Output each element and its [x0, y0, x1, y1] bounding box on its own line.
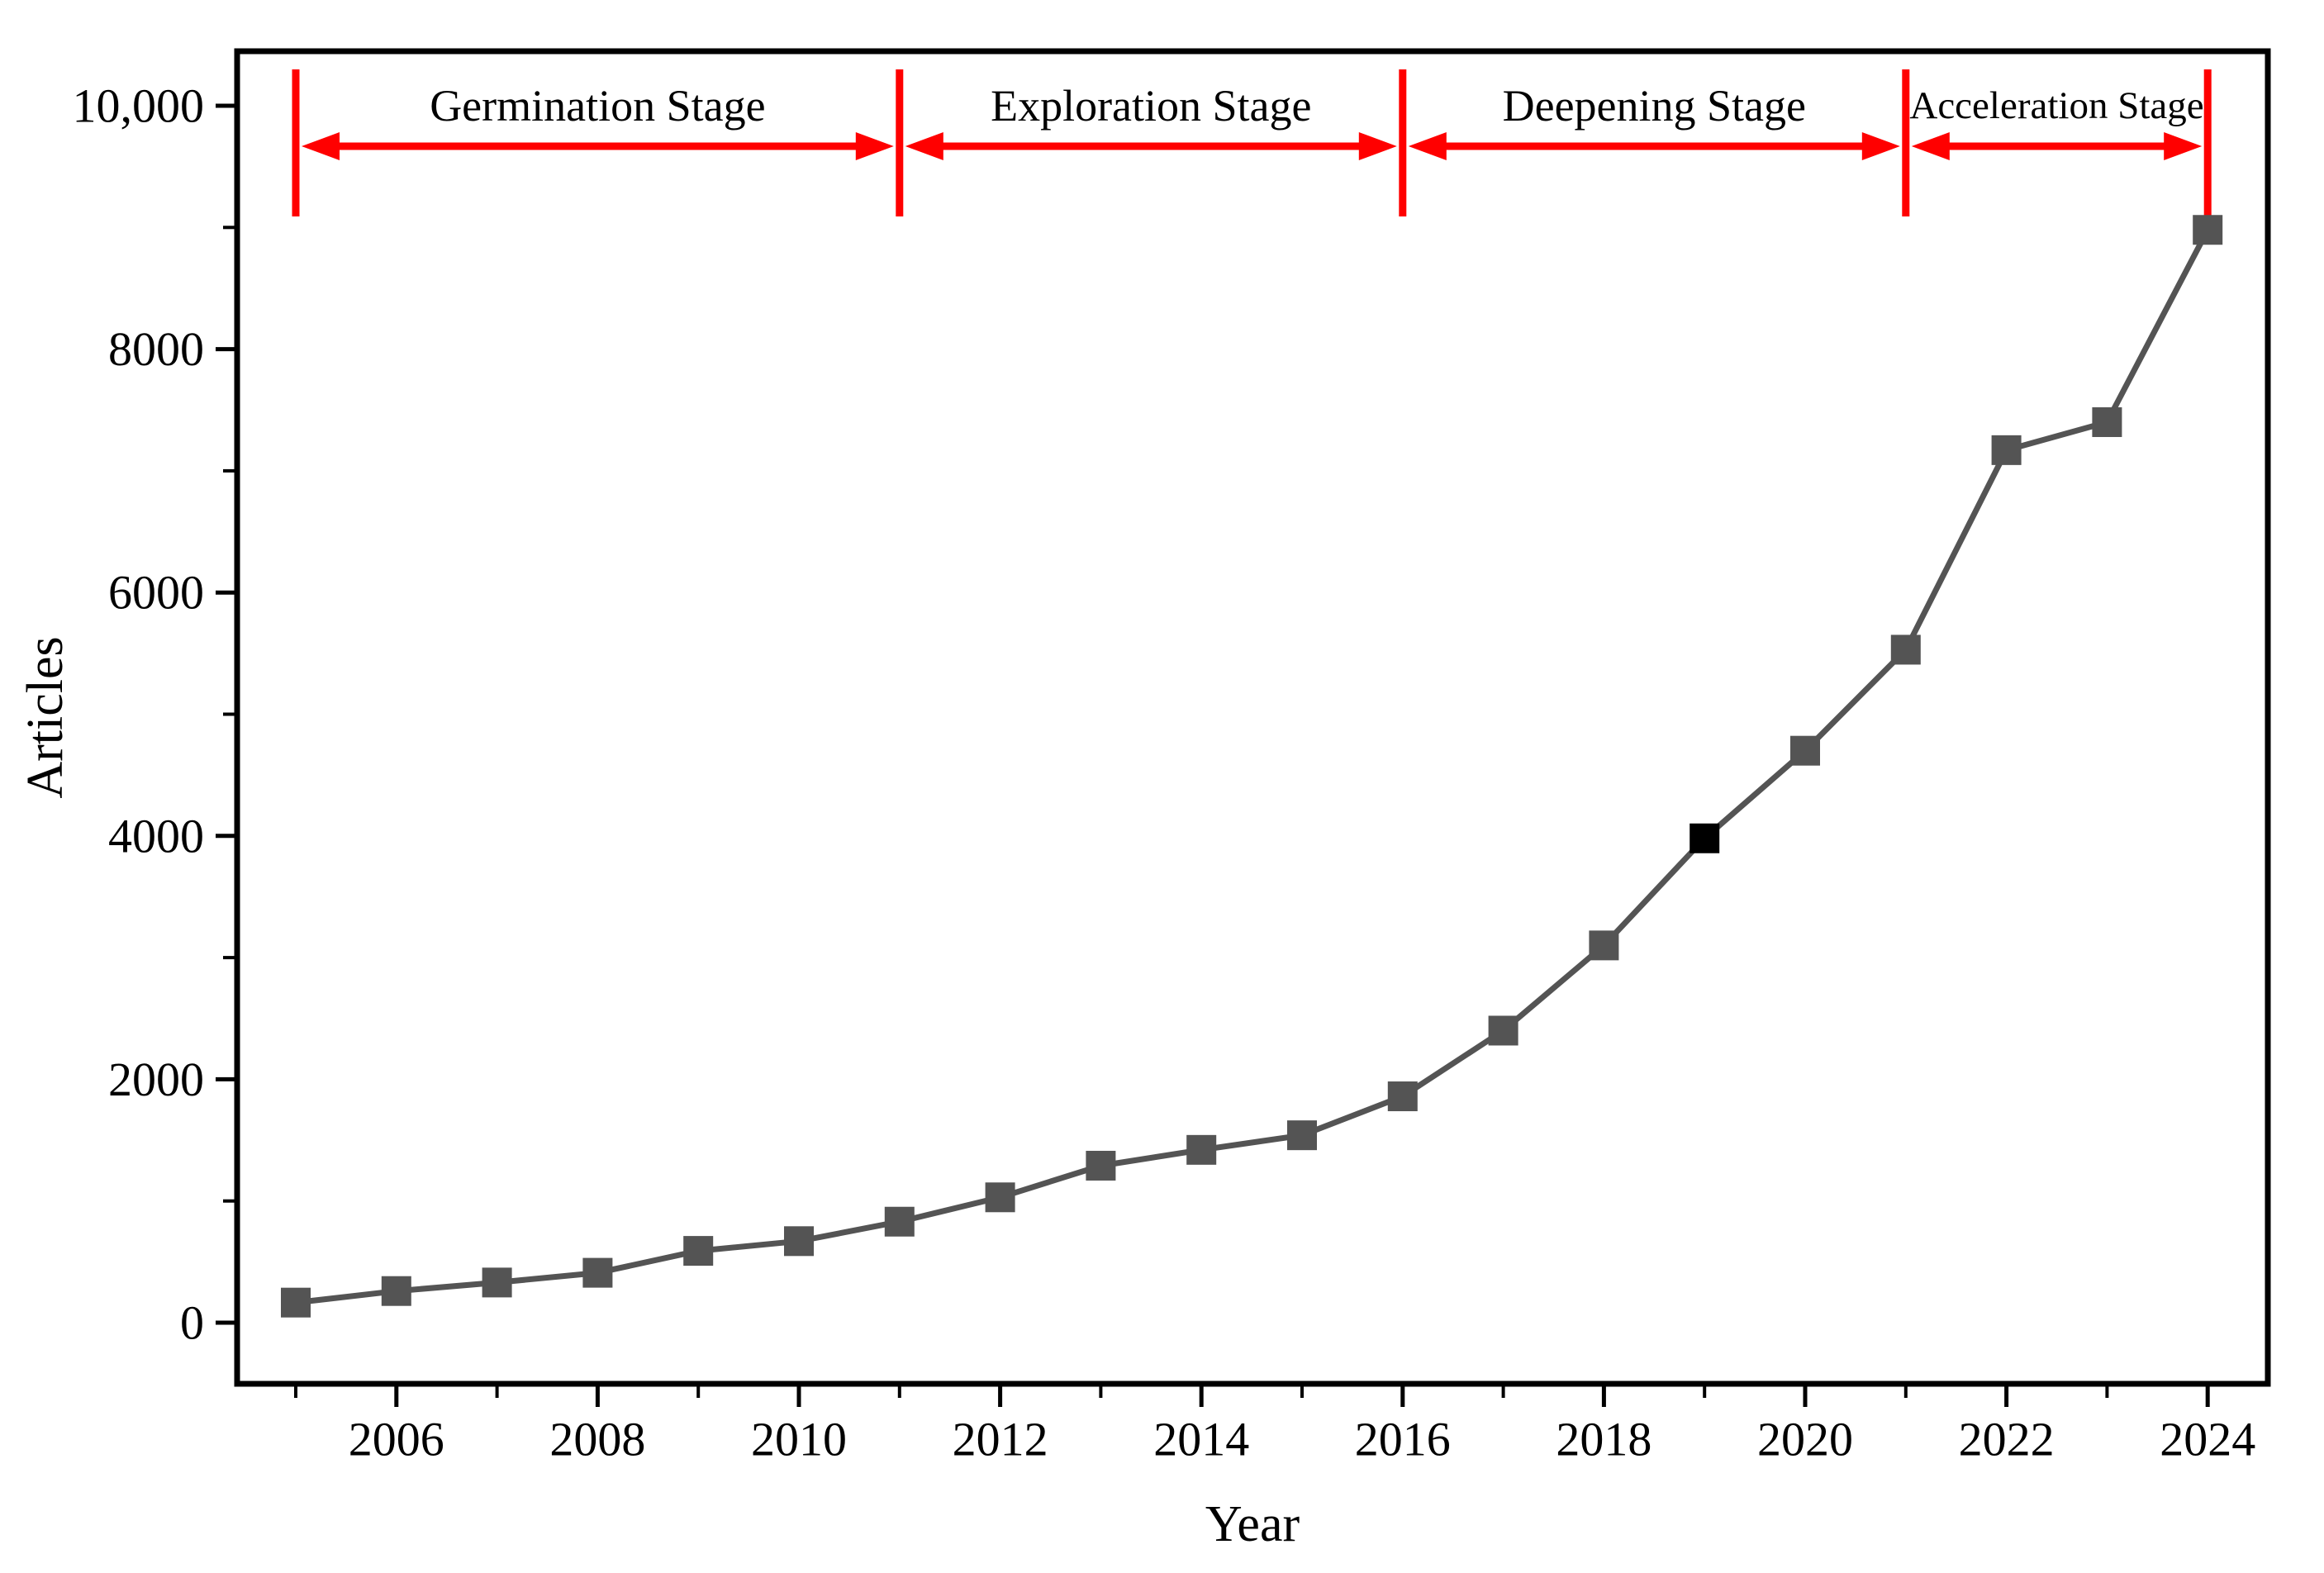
data-point-2023 [2092, 406, 2122, 437]
stage-arrowhead-right [1861, 132, 1900, 160]
y-axis: 0 2000 4000 6000 8000 10,000 Articles [17, 79, 235, 1350]
data-point-2018 [1589, 930, 1619, 961]
stage-arrowhead-right [2164, 132, 2203, 160]
stage-annotations: Germination Stage Exploration Stage Deepen… [292, 69, 2212, 216]
y-tick-label: 0 [180, 1296, 204, 1350]
data-point-2024 [2193, 215, 2223, 245]
x-tick-label: 2008 [549, 1413, 645, 1466]
stage-label: Acceleration Stage [1909, 84, 2203, 127]
trend-line [292, 226, 2211, 1306]
x-tick-label: 2016 [1355, 1413, 1451, 1466]
data-point-2019 [1690, 823, 1720, 853]
y-tick-label: 10,000 [73, 79, 205, 133]
x-tick-label: 2010 [751, 1413, 847, 1466]
x-tick-label: 2024 [2160, 1413, 2255, 1466]
y-tick-label: 2000 [108, 1053, 204, 1106]
data-point-2017 [1488, 1015, 1518, 1046]
stage-arrowhead-right [1358, 132, 1397, 160]
data-point-2006 [381, 1276, 411, 1306]
x-tick-label: 2018 [1556, 1413, 1652, 1466]
stage-arrowhead-right [855, 132, 894, 160]
x-tick-label: 2012 [953, 1413, 1048, 1466]
x-tick-label: 2020 [1757, 1413, 1853, 1466]
data-point-2011 [884, 1206, 915, 1237]
data-point-2021 [1890, 634, 1921, 665]
data-point-2008 [582, 1257, 613, 1288]
x-tick-label: 2022 [1959, 1413, 2055, 1466]
data-point-2016 [1387, 1081, 1418, 1112]
data-point-2009 [683, 1236, 714, 1266]
articles-series [281, 215, 2223, 1318]
data-point-2005 [281, 1287, 311, 1318]
x-tick-label: 2014 [1153, 1413, 1249, 1466]
data-point-2007 [482, 1267, 512, 1298]
stage-label: Germination Stage [430, 81, 765, 131]
y-tick-label: 6000 [108, 566, 204, 620]
stage-label: Deepening Stage [1503, 81, 1806, 131]
data-point-2013 [1086, 1150, 1116, 1181]
stage-arrowhead-left [1408, 132, 1447, 160]
data-point-2014 [1186, 1134, 1217, 1165]
data-point-2010 [784, 1226, 814, 1257]
x-tick-label: 2006 [349, 1413, 444, 1466]
data-point-2015 [1287, 1120, 1317, 1151]
y-axis-title: Articles [17, 636, 74, 798]
data-point-2022 [1991, 435, 2022, 465]
data-point-2020 [1790, 735, 1820, 766]
stage-arrowhead-left [1911, 132, 1950, 160]
stage-arrowhead-left [905, 132, 943, 160]
x-axis-title: Year [1205, 1496, 1300, 1552]
y-tick-label: 8000 [108, 322, 204, 376]
data-point-2012 [985, 1182, 1015, 1213]
stage-label: Exploration Stage [991, 81, 1311, 131]
plot-frame [234, 48, 2271, 1387]
stage-arrowhead-left [302, 132, 340, 160]
x-axis: 2006 2008 2010 2012 2014 2016 2018 2020 2022 2024… [294, 1386, 2255, 1552]
y-tick-label: 4000 [108, 809, 204, 863]
